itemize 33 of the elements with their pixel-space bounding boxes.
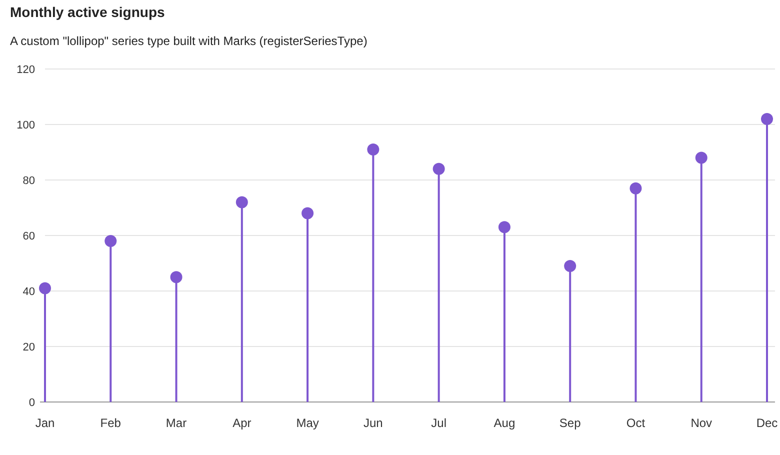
x-tick-label: Aug [494,416,516,430]
x-tick-label: Mar [166,416,187,430]
point [236,196,248,208]
y-tick-label: 120 [16,64,35,76]
x-tick-label: Oct [626,416,646,430]
point [39,282,51,294]
chart-title: Monthly active signups [10,4,166,20]
point [761,112,773,125]
point [104,235,117,248]
x-tick-label: Jun [364,416,383,430]
y-tick-label: 60 [22,230,35,242]
y-tick-label: 100 [16,119,35,132]
x-tick-label: Feb [100,416,122,430]
x-tick-label: May [296,416,319,430]
point [564,260,576,272]
point [432,162,445,175]
x-tick-label: Dec [756,416,778,430]
y-tick-label: 80 [22,174,35,187]
x-tick-label: Jul [431,416,446,430]
point [630,182,642,194]
point [695,152,708,164]
x-tick-label: Nov [690,416,712,430]
y-tick-label: 20 [22,341,35,354]
x-tick-label: Apr [232,416,252,430]
point [302,207,314,220]
point [170,271,182,284]
y-tick-label: 40 [22,286,35,298]
x-tick-label: Sep [559,416,582,430]
point [498,221,510,234]
chart-subtitle: A custom "lollipop" series type built with Marks (registerSeriesType) [10,34,368,48]
y-tick-label: 0 [28,396,35,409]
x-tick-label: Jan [35,416,55,430]
point [367,143,380,156]
